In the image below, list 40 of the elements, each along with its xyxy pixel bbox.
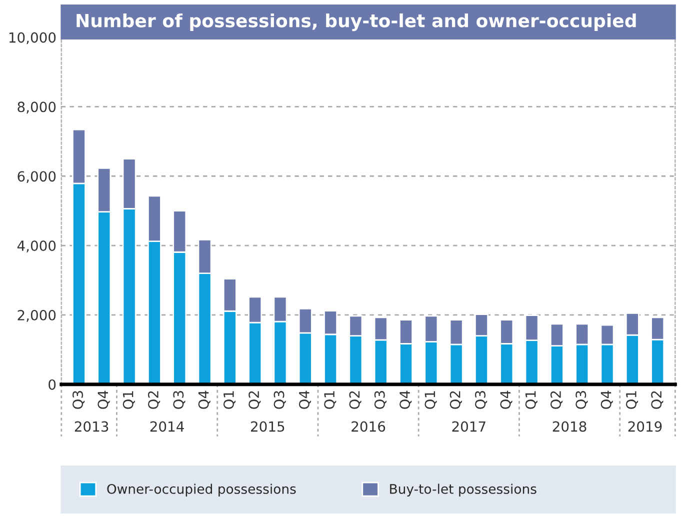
x-tick-label: Q2 [148, 391, 160, 409]
x-tick-label: Q1 [223, 391, 236, 409]
text: 2013 [74, 421, 108, 432]
x-tick-label: Q1 [525, 391, 538, 409]
x-tick-label: Q4 [98, 390, 110, 409]
x-tick-label: Q2 [651, 391, 664, 409]
x-tick-label: Q1 [626, 391, 638, 409]
x-tick-label: Q3 [274, 391, 286, 409]
x-tick-label: Q4 [500, 390, 512, 409]
text: 2016 [352, 421, 386, 432]
x-tick-label: Q3 [475, 391, 488, 409]
x-tick-label: Q1 [424, 391, 437, 409]
x-tick-label: Q1 [324, 391, 336, 409]
y-tick-label: 8,000 [18, 102, 56, 114]
y-tick-label: 2,000 [18, 310, 56, 322]
x-tick-label: Q4 [298, 390, 312, 409]
x-tick-label: Q2 [248, 391, 261, 409]
x-tick-label: Q2 [450, 391, 462, 409]
x-tick-label: Q4 [198, 390, 210, 409]
x-tick-label: Q2 [349, 391, 362, 409]
x-tick-label: Q4 [600, 390, 613, 409]
y-tick-label: 4,000 [17, 240, 56, 252]
x-tick-label: Q3 [576, 391, 588, 409]
y-tick-label: 10,000 [9, 32, 56, 44]
text: 2015 [251, 421, 284, 432]
legend-label: Buy-to-let possessions [390, 484, 536, 496]
x-tick-label: Q2 [550, 391, 563, 409]
y-tick-label: 6,000 [18, 171, 56, 184]
x-tick-label: Q4 [400, 390, 412, 409]
chart-title: Number of possessions, buy-to-let and owner-occupied [76, 13, 636, 32]
text: 2014 [150, 421, 184, 432]
x-tick-label: Q1 [122, 391, 135, 409]
legend-label: Owner-occupied possessions [107, 484, 296, 496]
text: 2018 [552, 421, 586, 432]
text: 2019 [628, 421, 662, 432]
y-tick-label: 0 [48, 379, 56, 390]
x-tick-label: Q3 [374, 391, 386, 409]
x-tick-label: Q3 [173, 391, 186, 409]
text: 2017 [452, 421, 486, 432]
x-tick-label: Q3 [72, 391, 85, 409]
